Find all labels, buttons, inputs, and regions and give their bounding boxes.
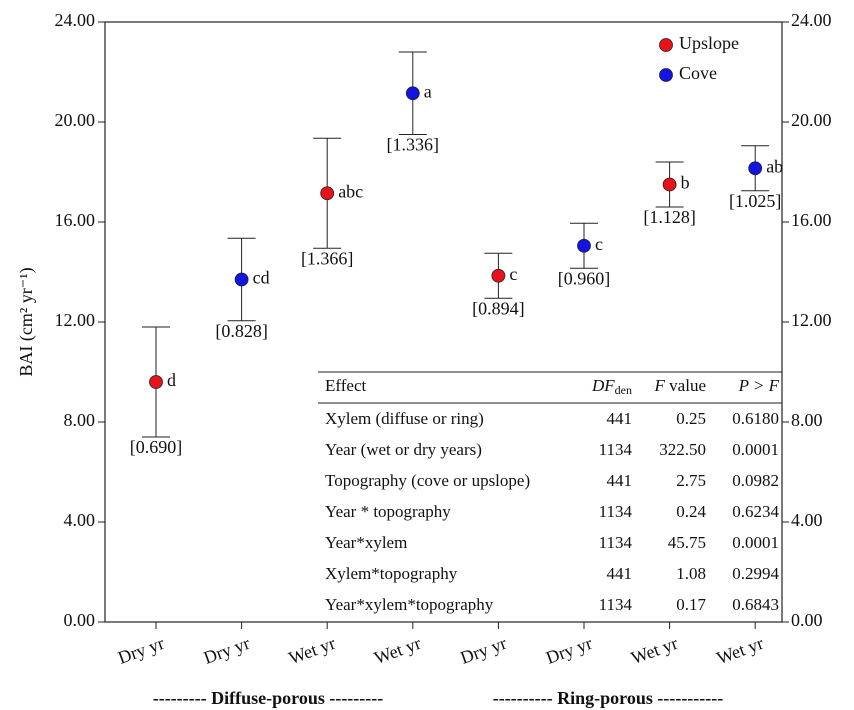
table-cell: Year*xylem [325, 533, 407, 552]
table-cell: 0.6180 [732, 409, 779, 428]
se-label: [1.025] [729, 191, 782, 211]
table-cell: 1134 [599, 595, 633, 614]
y2-tick-label: 0.00 [791, 610, 823, 630]
point [662, 177, 677, 192]
table-cell: 0.0982 [732, 471, 779, 490]
table-header: Effect [325, 376, 366, 395]
table-cell: 441 [607, 409, 633, 428]
letter-label: a [424, 81, 432, 101]
point [748, 161, 763, 176]
y-tick-label: 12.00 [55, 310, 96, 330]
letter-label: ab [766, 156, 783, 176]
group-label: --------- Diffuse-porous --------- [153, 688, 384, 708]
table-cell: 0.17 [676, 595, 706, 614]
table-cell: Xylem*topography [325, 564, 458, 583]
table-cell: 2.75 [676, 471, 706, 490]
se-label: [0.894] [472, 298, 525, 318]
letter-label: d [167, 370, 176, 390]
y-tick-label: 24.00 [55, 10, 96, 30]
x-tick-label: Dry yr [201, 633, 252, 668]
legend-label: Upslope [679, 33, 739, 53]
point [405, 86, 420, 101]
y2-tick-label: 20.00 [791, 110, 832, 130]
table-cell: Year (wet or dry years) [325, 440, 482, 459]
legend-label: Cove [679, 63, 717, 83]
table-cell: Topography (cove or upslope) [325, 471, 530, 490]
y-tick-label: 8.00 [64, 410, 96, 430]
x-tick-label: Wet yr [628, 633, 680, 668]
table-header-text: F [654, 376, 666, 395]
se-label: [1.128] [643, 207, 696, 227]
x-tick-label: Dry yr [115, 633, 166, 668]
table-header-text: P > F [738, 376, 780, 395]
letter-label: cd [253, 268, 270, 288]
se-label: [1.366] [301, 248, 354, 268]
table-cell: 0.0001 [732, 440, 779, 459]
table-cell: 0.2994 [732, 564, 779, 583]
y-tick-label: 16.00 [55, 210, 96, 230]
point [577, 238, 591, 253]
table-cell: Year * topography [325, 502, 451, 521]
y2-tick-label: 8.00 [791, 410, 823, 430]
table-header-text: Effect [325, 376, 366, 395]
group-label: ---------- Ring-porous ----------- [493, 688, 724, 708]
table-cell: 1134 [599, 502, 633, 521]
point [149, 375, 163, 389]
y-tick-label: 0.00 [64, 610, 96, 630]
y2-tick-label: 24.00 [791, 10, 832, 30]
legend-marker [659, 38, 673, 52]
x-tick-label: Wet yr [286, 633, 338, 668]
table-cell: 0.0001 [732, 533, 779, 552]
table-header-text: value [665, 376, 706, 395]
table-cell: 1.08 [676, 564, 706, 583]
table-cell: 45.75 [668, 533, 706, 552]
y2-tick-label: 16.00 [791, 210, 832, 230]
table-header: DFden [591, 376, 632, 397]
y-axis-label: BAI (cm² yr⁻¹) [16, 267, 37, 376]
table-header: F value [654, 376, 706, 395]
y2-tick-label: 12.00 [791, 310, 832, 330]
y2-tick-label: 4.00 [791, 510, 823, 530]
x-tick-label: Wet yr [372, 633, 424, 668]
letter-label: abc [338, 181, 363, 201]
se-label: [0.690] [130, 437, 183, 457]
table-cell: 0.6234 [732, 502, 779, 521]
table-header-sub: den [615, 383, 632, 397]
letter-label: c [595, 234, 603, 254]
point [320, 186, 335, 201]
se-label: [1.336] [387, 135, 440, 155]
x-tick-label: Dry yr [458, 633, 509, 668]
x-tick-label: Wet yr [714, 633, 766, 668]
letter-label: c [509, 264, 517, 284]
table-cell: 441 [607, 471, 633, 490]
table-cell: 441 [607, 564, 633, 583]
y-tick-label: 20.00 [55, 110, 96, 130]
table-cell: 0.24 [676, 502, 706, 521]
point [491, 268, 506, 283]
table-cell: 1134 [599, 440, 633, 459]
legend-marker [659, 68, 673, 82]
se-label: [0.960] [558, 268, 611, 288]
point [234, 272, 249, 287]
se-label: [0.828] [215, 321, 268, 341]
table-cell: Xylem (diffuse or ring) [325, 409, 484, 428]
table-cell: Year*xylem*topography [325, 595, 494, 614]
y-tick-label: 4.00 [64, 510, 96, 530]
x-tick-label: Dry yr [543, 633, 594, 668]
table-cell: 322.50 [659, 440, 706, 459]
table-cell: 0.6843 [732, 595, 779, 614]
letter-label: b [681, 173, 690, 193]
table-header-text: DF [591, 376, 615, 395]
table-header: P > F [738, 376, 780, 395]
table-cell: 0.25 [676, 409, 706, 428]
table-cell: 1134 [599, 533, 633, 552]
